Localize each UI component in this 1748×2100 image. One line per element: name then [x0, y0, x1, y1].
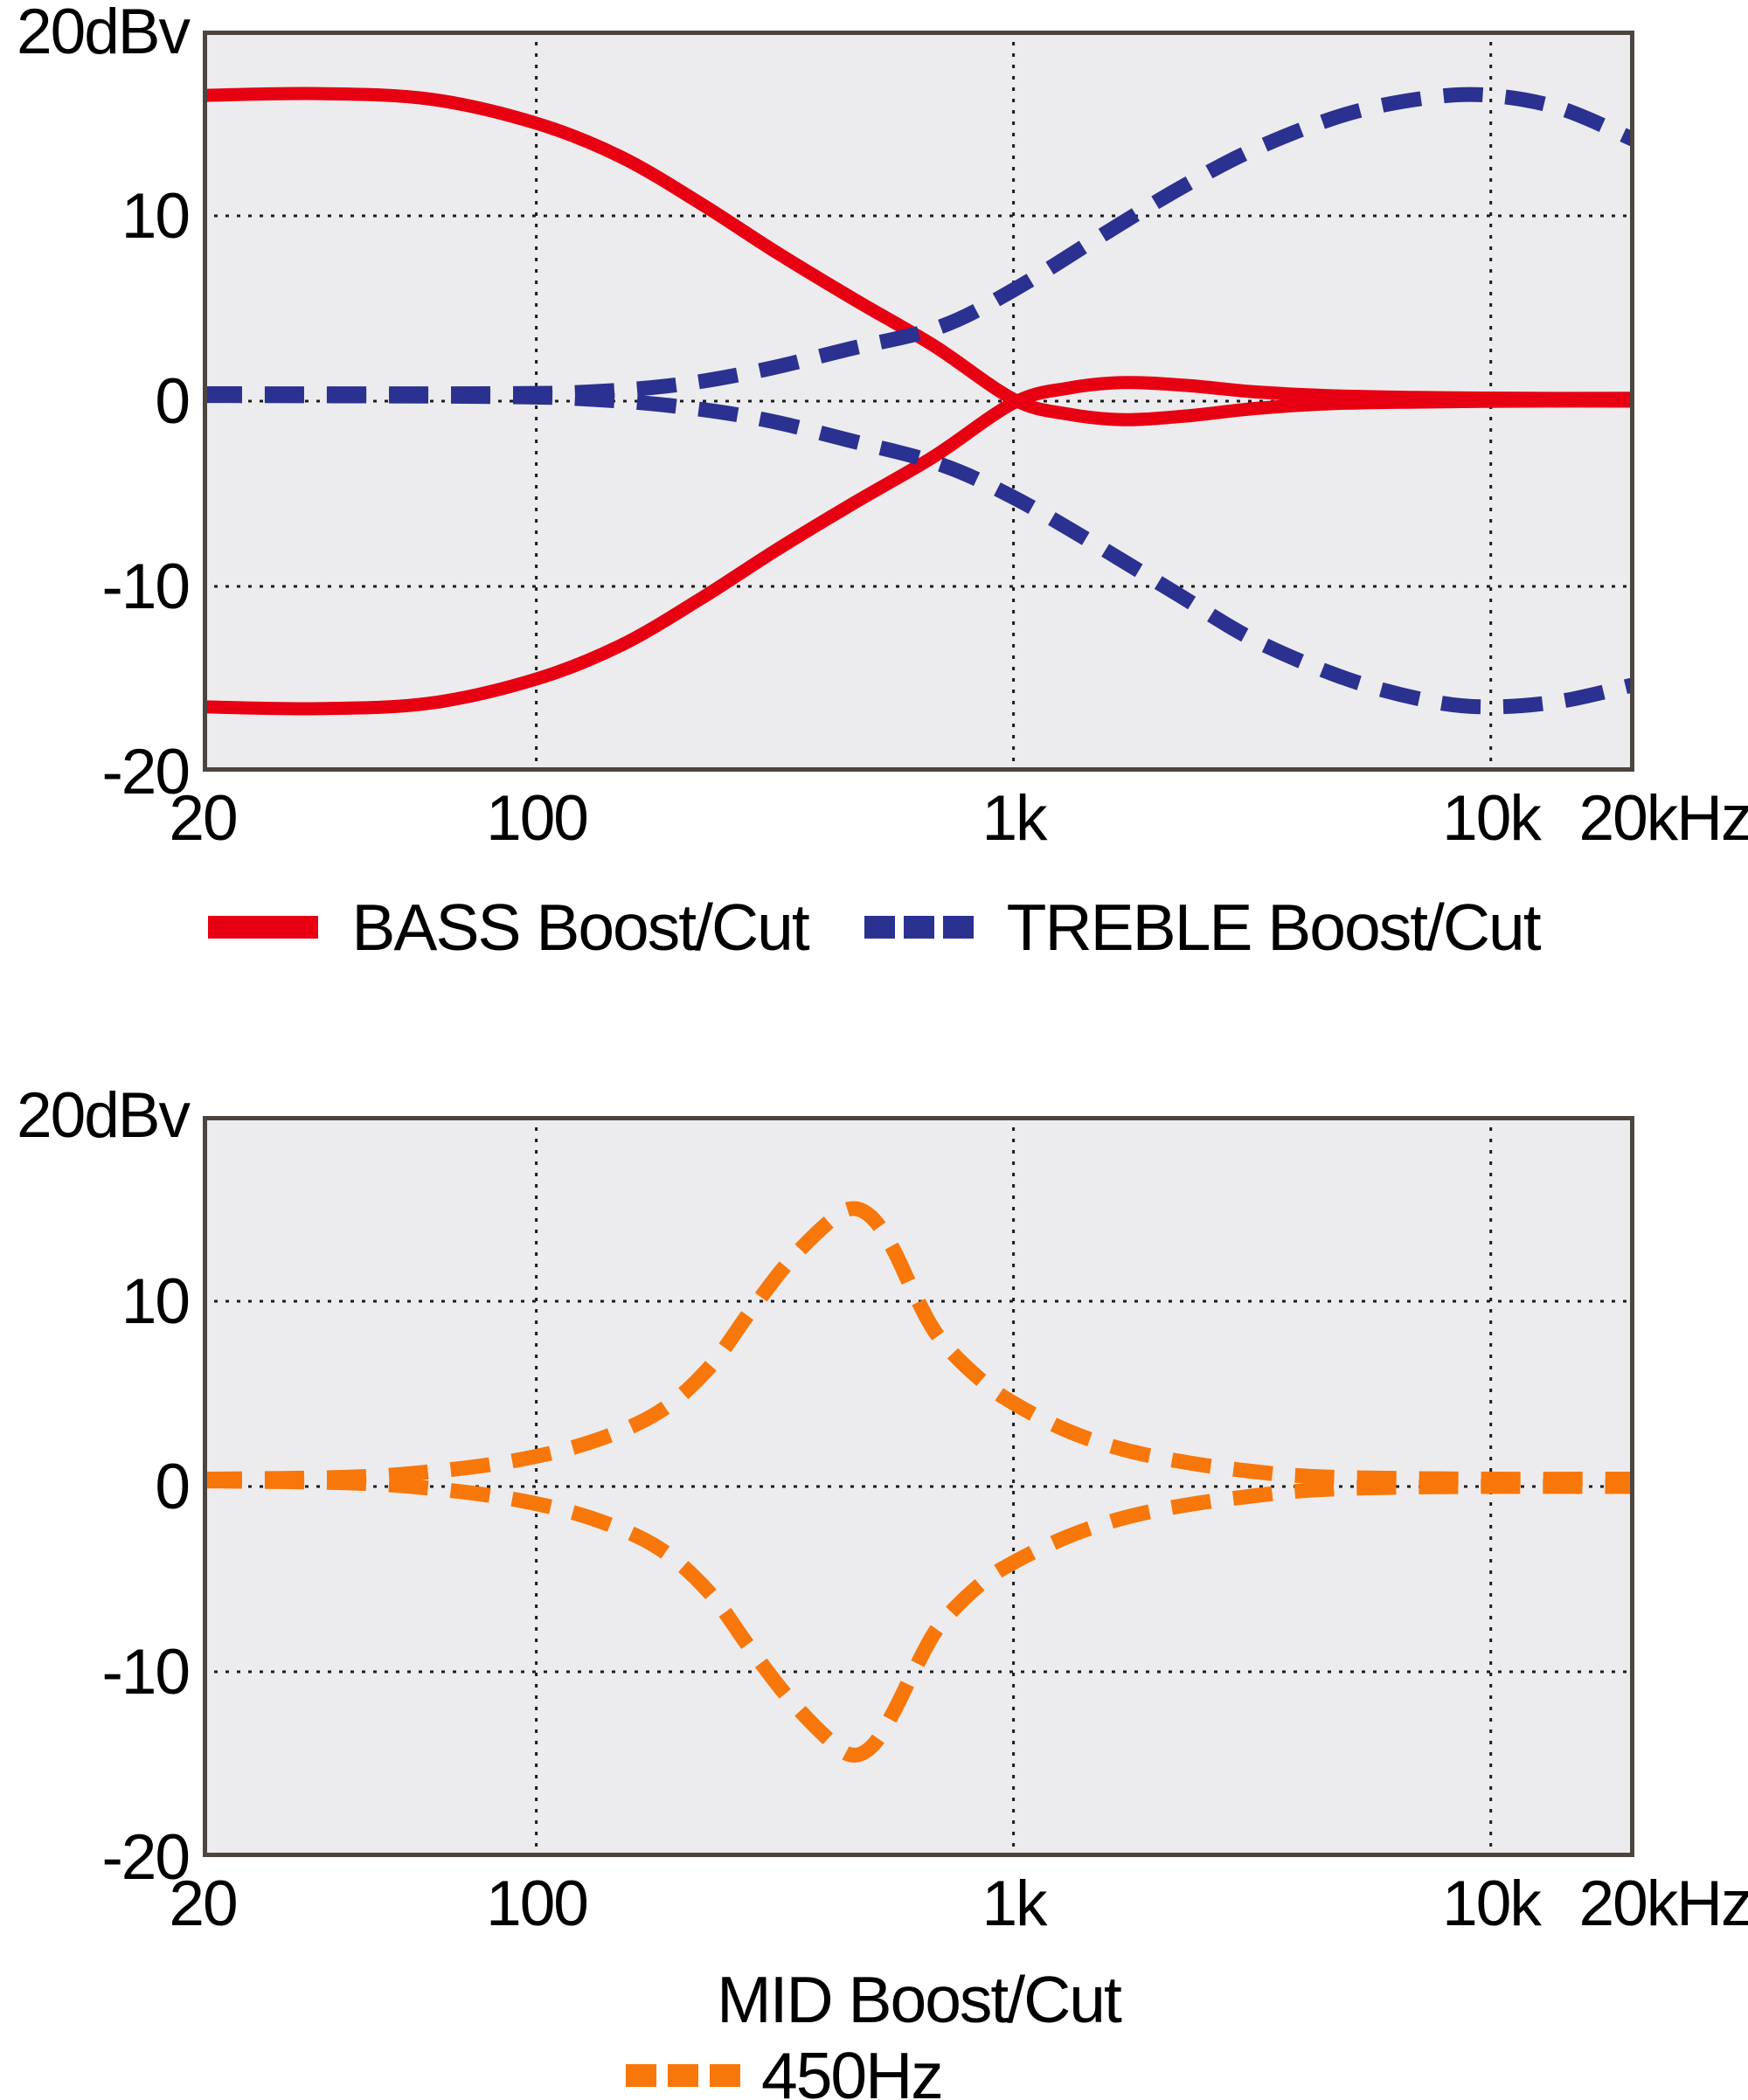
- y-tick-label-10-2: 10: [121, 1266, 191, 1337]
- legend-label-bass: BASS Boost/Cut: [351, 891, 809, 964]
- y-tick-label-20dbv: 20dBv: [17, 0, 191, 67]
- bass-solid-line-swatch: [208, 916, 319, 939]
- curve-mid-boost-450hz: [203, 1201, 1634, 1487]
- y-tick-label-m20: -20: [101, 737, 191, 807]
- plot-frame: [203, 31, 1634, 772]
- legend-item-bass: BASS Boost/Cut: [208, 891, 810, 964]
- y-tick-label-0-2: 0: [155, 1452, 191, 1522]
- x-tick-label-20khz: 20kHz: [1578, 783, 1748, 854]
- dash-sample: [710, 2064, 740, 2087]
- curves: [203, 1201, 1634, 1763]
- y-tick-label-10: 10: [121, 181, 191, 252]
- x-tick-label-10k-2: 10k: [1442, 1868, 1542, 1939]
- legend-label-treble: TREBLE Boost/Cut: [1006, 891, 1542, 964]
- dash-sample: [942, 916, 974, 939]
- mid-chart-legend: 450Hz: [626, 2039, 944, 2100]
- curve-treble-cut: [203, 388, 1634, 715]
- dash-sample: [668, 2064, 698, 2087]
- top-chart-legend: BASS Boost/Cut TREBLE Boost/Cut: [0, 893, 1748, 961]
- bass-treble-chart-plot: [203, 31, 1634, 772]
- x-tick-label-20khz-2: 20kHz: [1578, 1868, 1748, 1939]
- y-tick-label-m10-2: -10: [101, 1637, 191, 1708]
- y-tick-label-20dbv-2: 20dBv: [17, 1080, 191, 1151]
- plot-frame: [203, 1116, 1634, 1857]
- curve-bass-cut: [203, 376, 1634, 716]
- dash-sample: [626, 2064, 656, 2087]
- dash-sample: [903, 916, 934, 939]
- mid-axis-title: MID Boost/Cut: [717, 1963, 1122, 2036]
- dash-sample: [864, 916, 895, 939]
- x-tick-label-10k: 10k: [1442, 783, 1542, 854]
- legend-label-450hz: 450Hz: [761, 2039, 944, 2100]
- x-tick-label-20: 20: [169, 783, 238, 854]
- x-tick-label-100: 100: [486, 783, 589, 854]
- x-tick-label-1k: 1k: [982, 783, 1047, 854]
- x-tick-label-1k-2: 1k: [982, 1868, 1047, 1939]
- y-tick-label-m20-2: -20: [101, 1822, 191, 1893]
- curves: [203, 87, 1634, 716]
- curve-bass-boost: [203, 87, 1634, 426]
- legend-item-treble: TREBLE Boost/Cut: [864, 891, 1542, 964]
- treble-dashed-line-swatch: [864, 916, 974, 939]
- mid-dashed-line-swatch: [626, 2064, 740, 2087]
- solid-line-sample: [208, 916, 319, 939]
- x-tick-label-20-2: 20: [169, 1868, 238, 1939]
- y-tick-label-m10: -10: [101, 551, 191, 622]
- y-tick-label-0: 0: [155, 366, 191, 437]
- x-tick-label-100-2: 100: [486, 1868, 589, 1939]
- mid-chart-plot: [203, 1116, 1634, 1857]
- curve-mid-cut-450hz: [203, 1473, 1634, 1763]
